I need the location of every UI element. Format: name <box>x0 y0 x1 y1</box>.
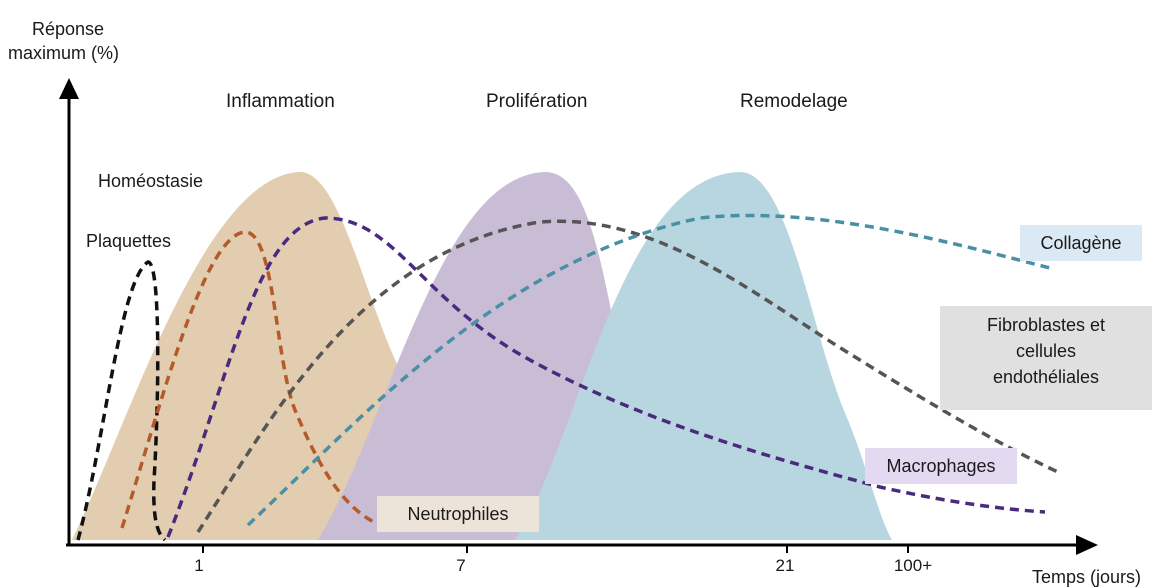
collagene-curve <box>246 213 1051 527</box>
label-macrophages: Macrophages <box>865 448 1017 484</box>
phase-label-remodelage: Remodelage <box>740 91 848 112</box>
phase-label-homeostasie: Homéostasie <box>98 171 204 191</box>
inflammation-area <box>72 172 400 540</box>
plaquettes-curve <box>76 260 167 542</box>
label-plaquettes: Plaquettes <box>86 231 172 251</box>
label-fibroblastes-box: Fibroblastes et cellules endothéliales <box>940 306 1152 410</box>
phase-label-inflammation: Inflammation <box>226 91 335 112</box>
label-fibroblastes-line1: Fibroblastes et <box>986 315 1106 335</box>
x-tick-label-21: 21 <box>775 556 795 575</box>
y-axis-label-line1: Réponse <box>32 19 105 39</box>
label-collagene: Collagène <box>1020 225 1142 261</box>
y-axis-label-line2: maximum (%) <box>8 43 119 63</box>
x-tick-label-7: 7 <box>456 556 466 575</box>
neutrophiles-curve <box>120 230 381 529</box>
label-fibroblastes-line3: endothéliales <box>992 367 1100 387</box>
label-neutrophiles: Neutrophiles <box>377 496 539 532</box>
remodelage-area <box>515 172 892 540</box>
macrophages-curve <box>166 216 1046 538</box>
y-axis-arrow <box>59 78 79 99</box>
x-tick-label-1: 1 <box>194 556 204 575</box>
x-axis-arrow <box>1076 535 1098 555</box>
x-axis-label: Temps (jours) <box>1032 567 1142 587</box>
fibroblastes-curve <box>196 219 1061 533</box>
phase-label-proliferation: Prolifération <box>486 91 588 112</box>
label-fibroblastes-line2: cellules <box>1015 341 1077 361</box>
x-tick-label-100: 100+ <box>893 556 933 575</box>
proliferation-area <box>318 172 612 540</box>
